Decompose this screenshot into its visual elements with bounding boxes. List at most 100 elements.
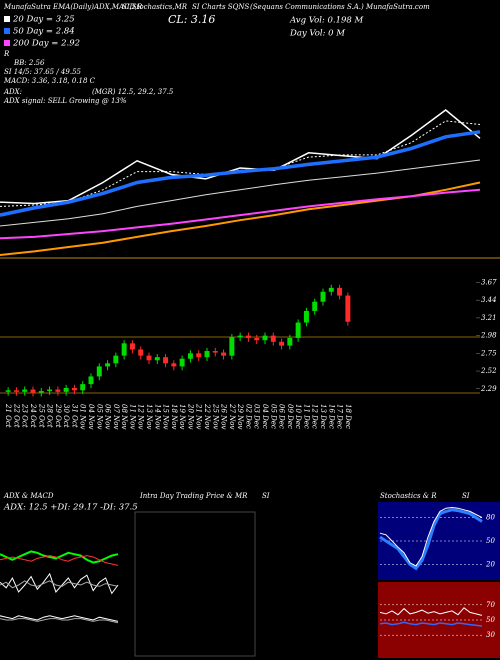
series-line — [0, 555, 119, 566]
candle-body — [63, 387, 69, 392]
y-tick-label: 3.44 — [481, 296, 497, 304]
y-tick-label: 50 — [486, 537, 495, 545]
candle-body — [279, 341, 285, 346]
y-tick-label: 30 — [486, 631, 495, 639]
x-tick-label: 09 Dec — [286, 404, 294, 429]
x-tick-label: 03 Dec — [253, 404, 261, 429]
x-tick-label: 13 Nov — [145, 404, 153, 429]
series-line — [0, 188, 481, 240]
candle-body — [204, 351, 210, 358]
series-line — [0, 572, 119, 595]
candle-body — [303, 310, 309, 323]
x-tick-label: 31 Oct — [70, 404, 78, 428]
series-line — [0, 580, 119, 589]
x-tick-label: 16 Dec — [327, 404, 335, 429]
x-tick-label: 04 Dec — [261, 404, 269, 429]
x-tick-label: 14 Nov — [153, 404, 161, 429]
x-tick-label: 15 Nov — [162, 404, 170, 429]
intraday-panel — [134, 511, 256, 657]
x-tick-label: 25 Oct — [37, 403, 45, 428]
candle-body — [229, 337, 235, 356]
x-tick-label: 27 Nov — [228, 403, 236, 429]
y-tick-label: 70 — [486, 601, 495, 609]
legend-swatch — [4, 16, 10, 22]
series-line — [0, 159, 481, 227]
legend-swatch — [4, 28, 10, 34]
candle-body — [187, 353, 193, 359]
candle-body — [163, 357, 169, 364]
x-tick-label: 21 Oct — [4, 403, 12, 428]
series-line — [379, 621, 483, 627]
series-line — [0, 550, 119, 564]
y-tick-label: 20 — [485, 560, 495, 568]
x-tick-label: 13 Dec — [319, 404, 327, 429]
series-line — [0, 109, 481, 205]
indicator-text: SI 14/5: 37.65 / 49.55 — [4, 68, 82, 76]
x-tick-label: 05 Nov — [95, 404, 103, 429]
x-tick-label: 22 Nov — [203, 403, 211, 429]
x-tick-label: 30 Oct — [62, 404, 70, 428]
x-tick-label: 18 Dec — [344, 404, 352, 429]
series-line — [0, 130, 481, 217]
indicator-text: MACD: 3.36, 3.18, 0.18 C — [3, 77, 96, 85]
candle-body — [105, 363, 111, 367]
candle-body — [221, 352, 227, 356]
panel-subtitle: ADX: 12.5 +DI: 29.17 -DI: 37.5 — [3, 503, 138, 513]
header-text: (Sequans Communications S.A.) MunafaSutr… — [250, 3, 430, 11]
series-line — [0, 618, 119, 624]
y-tick-label: 80 — [486, 514, 495, 522]
x-tick-label: 04 Nov — [87, 404, 95, 429]
x-tick-label: 17 Dec — [336, 404, 344, 429]
candle-body — [96, 366, 102, 377]
x-tick-label: 24 Oct — [29, 403, 37, 428]
candle-body — [245, 335, 251, 338]
x-tick-label: 12 Nov — [137, 404, 145, 429]
x-tick-label: 12 Dec — [311, 404, 319, 429]
candle-body — [71, 387, 77, 391]
candle-body — [121, 343, 127, 356]
candle-body — [337, 287, 343, 296]
header-text: SI,Stochastics,MR — [122, 3, 188, 11]
x-tick-label: 26 Nov — [220, 403, 228, 429]
legend-swatch — [4, 40, 10, 46]
candle-body — [212, 351, 218, 353]
x-tick-label: 28 Oct — [46, 403, 54, 428]
x-tick-label: 18 Nov — [170, 404, 178, 429]
panel-title: ADX & MACD — [3, 492, 54, 500]
candle-body — [320, 291, 326, 302]
x-tick-label: 06 Nov — [104, 404, 112, 429]
ma-label: 200 Day = 2.92 — [12, 39, 80, 49]
panel-title: SI — [262, 492, 270, 500]
header-text: MunafaSutra EMA(Daily)ADX,MACD,R — [3, 3, 143, 11]
candle-body — [295, 322, 301, 338]
x-tick-label: 06 Dec — [278, 404, 286, 429]
x-tick-label: 02 Dec — [244, 404, 252, 429]
candle-body — [154, 357, 160, 361]
close-price: CL: 3.16 — [168, 13, 215, 26]
candle-body — [129, 343, 135, 350]
candle-body — [138, 349, 144, 356]
candle-body — [287, 337, 293, 346]
x-tick-label: 11 Nov — [128, 404, 136, 429]
x-tick-label: 20 Nov — [186, 403, 194, 429]
ma-label: 20 Day = 3.25 — [12, 15, 75, 25]
ma-label: 50 Day = 2.84 — [13, 27, 75, 37]
x-tick-label: 22 Oct — [12, 403, 20, 428]
avg-volume: Avg Vol: 0.198 M — [289, 16, 364, 26]
x-tick-label: 23 Oct — [21, 403, 29, 428]
indicator-text: BB: 2.56 — [13, 59, 45, 67]
candle-body — [270, 335, 276, 342]
candle-body — [80, 384, 86, 391]
candle-body — [113, 355, 119, 364]
y-tick-label: 2.29 — [480, 385, 497, 393]
x-tick-label: 25 Nov — [211, 403, 219, 429]
day-volume: Day Vol: 0 M — [289, 29, 345, 39]
x-tick-label: 10 Dec — [294, 404, 302, 429]
candle-body — [22, 389, 28, 392]
panel-background — [378, 582, 500, 658]
indicator-text: (MGR) 12.5, 29.2, 37.5 — [92, 88, 174, 96]
indicator-text: R — [3, 50, 10, 58]
x-tick-label: 29 Oct — [54, 403, 62, 428]
candle-body — [328, 287, 334, 292]
